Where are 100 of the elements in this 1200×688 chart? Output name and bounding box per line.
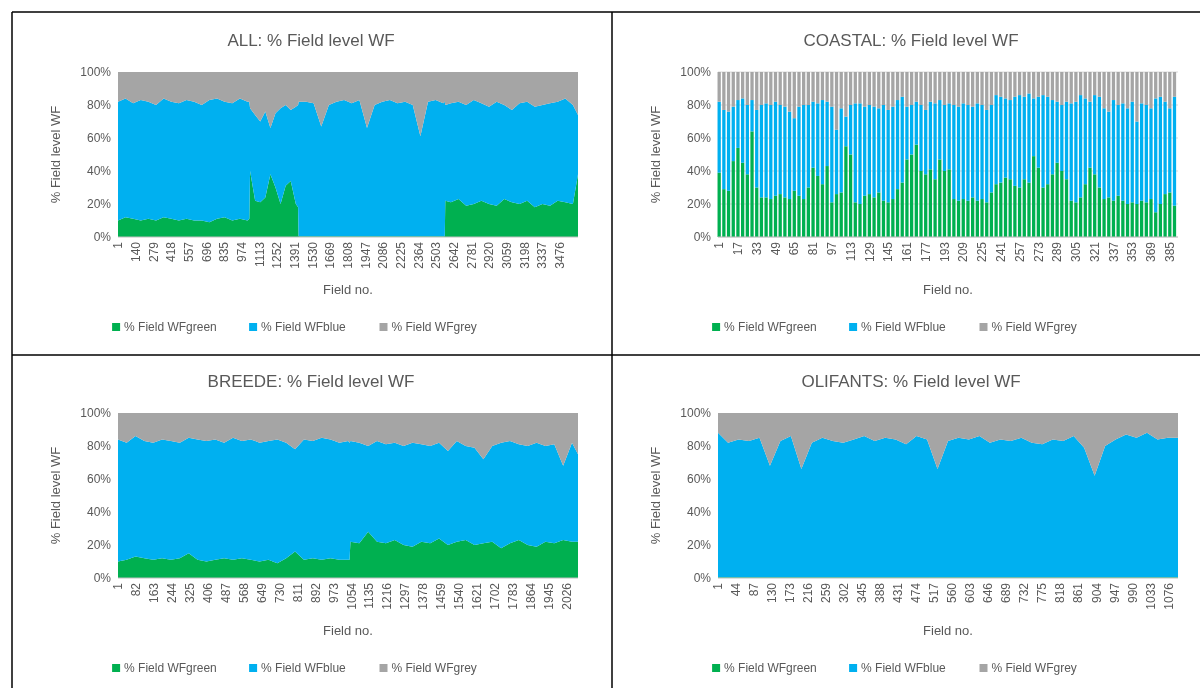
bar <box>820 100 825 185</box>
x-tick-label: 65 <box>787 241 802 256</box>
bar <box>956 106 961 201</box>
legend-label: % Field WFgreen <box>724 320 817 334</box>
x-tick-label: 161 <box>900 241 915 263</box>
bar <box>905 159 909 237</box>
x-tick-label: 1945 <box>541 582 556 610</box>
x-tick-label: 1540 <box>452 582 467 610</box>
y-tick-label: 100% <box>80 406 112 421</box>
x-tick-label: 325 <box>182 582 197 604</box>
bar <box>1013 96 1017 186</box>
x-tick-label: 649 <box>254 582 269 604</box>
x-tick-label: 44 <box>729 582 744 597</box>
x-tick-label: 145 <box>881 241 896 263</box>
chart-title: BREEDE: % Field level WF <box>207 372 415 391</box>
x-tick-label: 1391 <box>287 241 302 269</box>
x-tick-label: 302 <box>837 582 852 604</box>
bar <box>909 154 914 237</box>
chart-title: COASTAL: % Field level WF <box>803 31 1019 50</box>
bar <box>726 72 731 112</box>
x-tick-label: 279 <box>146 241 161 263</box>
bar <box>750 131 754 237</box>
y-tick-label: 20% <box>86 197 112 212</box>
y-tick-label: 100% <box>680 406 712 421</box>
x-tick-label: 1 <box>712 241 727 249</box>
bar <box>759 72 764 105</box>
x-tick-label: 259 <box>819 582 834 604</box>
legend-label: % Field WFgrey <box>391 661 477 675</box>
bar <box>773 101 778 196</box>
bar <box>1158 96 1163 204</box>
x-tick-label: 990 <box>1125 582 1140 604</box>
x-tick-label: 1947 <box>358 241 373 269</box>
x-tick-label: 1 <box>111 582 126 590</box>
bar <box>956 72 961 107</box>
x-axis-title: Field no. <box>323 282 373 297</box>
legend-label: % Field WFgreen <box>124 320 217 334</box>
bar <box>858 103 862 204</box>
x-tick-label: 775 <box>1035 582 1050 604</box>
x-tick-label: 273 <box>1031 241 1046 263</box>
y-axis-title: % Field level WF <box>648 446 663 545</box>
bar <box>1172 72 1177 97</box>
legend-label: % Field WFblue <box>861 320 947 334</box>
x-tick-label: 1530 <box>305 241 320 269</box>
bar <box>1064 72 1069 102</box>
x-tick-label: 216 <box>801 582 816 604</box>
x-tick-label: 1669 <box>323 241 338 269</box>
x-axis-title: Field no. <box>323 623 373 638</box>
y-tick-label: 60% <box>686 472 712 487</box>
bar <box>1050 72 1055 101</box>
x-tick-label: 1459 <box>434 582 449 610</box>
x-tick-label: 1378 <box>416 582 431 610</box>
x-tick-label: 2026 <box>559 582 574 610</box>
bar <box>797 195 801 237</box>
bar <box>942 72 947 105</box>
bar <box>980 199 984 237</box>
y-tick-label: 80% <box>686 98 712 113</box>
x-tick-label: 1054 <box>344 582 359 610</box>
bar <box>1078 95 1083 198</box>
x-tick-label: 2503 <box>429 241 444 269</box>
bar <box>1172 96 1177 206</box>
x-tick-label: 385 <box>1162 241 1177 263</box>
bar <box>1027 93 1031 183</box>
x-tick-label: 369 <box>1144 241 1159 263</box>
y-tick-label: 40% <box>686 164 712 179</box>
bar <box>848 105 853 155</box>
bar <box>933 72 937 104</box>
bar <box>952 72 956 105</box>
x-tick-label: 560 <box>945 582 960 604</box>
bar <box>895 72 900 101</box>
legend-label: % Field WFgrey <box>991 661 1077 675</box>
x-tick-label: 487 <box>218 582 233 604</box>
bar <box>872 72 876 107</box>
bar <box>1163 194 1167 237</box>
legend-label: % Field WFgrey <box>991 320 1077 334</box>
x-tick-label: 1621 <box>470 582 485 610</box>
x-tick-label: 3476 <box>552 241 567 269</box>
y-tick-label: 100% <box>680 65 712 80</box>
bar <box>891 72 895 107</box>
bar <box>820 72 825 101</box>
x-tick-label: 337 <box>1106 241 1121 263</box>
bar <box>1078 197 1083 237</box>
x-tick-label: 49 <box>768 241 783 256</box>
x-tick-label: 974 <box>234 241 249 263</box>
bar <box>928 72 933 102</box>
x-tick-label: 97 <box>825 241 840 256</box>
y-tick-label: 40% <box>86 164 112 179</box>
x-tick-label: 603 <box>963 582 978 604</box>
x-tick-label: 1702 <box>488 582 503 610</box>
bar <box>989 72 994 105</box>
bar <box>1027 72 1031 94</box>
bar <box>764 197 768 237</box>
x-tick-label: 689 <box>999 582 1014 604</box>
legend-label: % Field WFgrey <box>391 320 477 334</box>
y-axis-title: % Field level WF <box>648 105 663 204</box>
y-tick-label: 20% <box>686 538 712 553</box>
x-tick-label: 305 <box>1069 241 1084 263</box>
x-tick-label: 1864 <box>524 582 538 610</box>
bar <box>825 166 829 237</box>
bar <box>905 72 909 107</box>
x-tick-label: 3337 <box>535 241 550 269</box>
